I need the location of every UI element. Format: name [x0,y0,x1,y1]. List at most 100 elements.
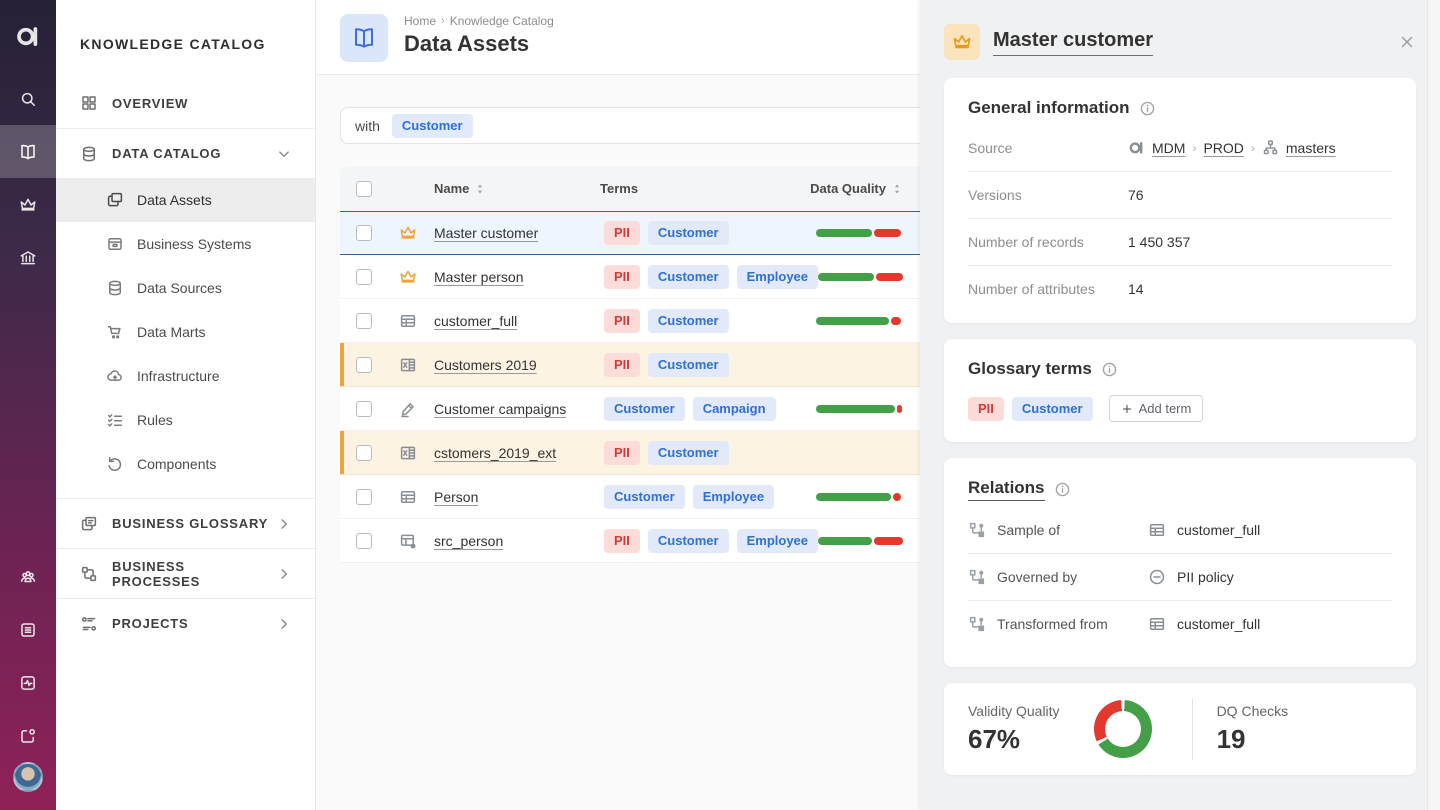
table-row-customer-full[interactable]: customer_full PII Customer [340,299,920,343]
rail-item-bank-icon[interactable] [0,231,56,284]
select-all-checkbox[interactable] [356,180,372,197]
database-icon [80,145,98,163]
asset-name-link[interactable]: src_person [434,532,504,549]
asset-name-link[interactable]: Master person [434,268,524,285]
term-chip-customer[interactable]: Customer [604,484,685,509]
term-chip-employee[interactable]: Employee [692,484,775,509]
asset-name-link[interactable]: Master customer [434,225,539,241]
term-chip-employee[interactable]: Employee [736,264,819,289]
sitemap-icon [1262,139,1279,156]
table-row-customer-campaigns[interactable]: Customer campaigns Customer Campaign [340,387,920,431]
close-icon[interactable] [1398,33,1416,51]
term-chip-customer[interactable]: Customer [647,264,729,289]
asset-name-link[interactable]: customer_full [434,312,518,329]
relation-target-link[interactable]: PII policy [1177,569,1234,585]
term-chip-customer[interactable]: Customer [647,221,729,245]
breadcrumb-knowledge-catalog[interactable]: Knowledge Catalog [449,14,554,28]
relations-heading[interactable]: Relations [968,478,1045,501]
term-chip-customer[interactable]: Customer [647,440,729,465]
table-row-cstomers-2019-ext[interactable]: cstomers_2019_ext PII Customer [340,431,920,475]
column-header-name[interactable]: Name [434,181,470,196]
sidebar-item-data-marts[interactable]: Data Marts [56,310,315,354]
panel-title-link[interactable]: Master customer [993,29,1154,56]
sidebar-item-business-processes[interactable]: BUSINESS PROCESSES [56,548,315,598]
source-link-prod[interactable]: PROD [1203,139,1244,156]
sidebar-item-data-assets[interactable]: Data Assets [56,178,315,222]
term-chip-pii[interactable]: PII [604,352,640,377]
info-label: Versions [968,187,1022,203]
source-link-mdm[interactable]: MDM [1152,139,1186,156]
sidebar-item-rules[interactable]: Rules [56,398,315,442]
validity-quality-value: 67% [968,724,1021,754]
term-chip-pii[interactable]: PII [604,440,640,465]
asset-name-link[interactable]: Person [434,488,479,505]
table-row-src-person[interactable]: src_person PII Customer Employee [340,519,920,563]
asset-name-link[interactable]: Customer campaigns [434,400,567,417]
data-quality-bar [816,361,904,369]
sidebar-item-data-sources[interactable]: Data Sources [56,266,315,310]
table-row-master-customer[interactable]: Master customer PII Customer [340,211,920,255]
row-checkbox[interactable] [356,225,372,241]
term-chip-pii[interactable]: PII [604,264,640,289]
sort-icon[interactable] [890,182,904,196]
row-checkbox[interactable] [356,532,372,549]
sidebar-item-components[interactable]: Components [56,442,315,486]
sidebar-item-infrastructure[interactable]: Infrastructure [56,354,315,398]
sidebar-item-data-catalog[interactable]: DATA CATALOG [56,128,315,178]
relation-target-link[interactable]: customer_full [1177,616,1261,632]
sidebar-item-business-glossary[interactable]: BUSINESS GLOSSARY [56,498,315,548]
rail-item-list-icon[interactable] [0,603,56,656]
relation-target-link[interactable]: customer_full [1177,522,1261,538]
rail-item-search-icon[interactable] [0,72,56,125]
sidebar-item-business-systems[interactable]: Business Systems [56,222,315,266]
column-header-data-quality[interactable]: Data Quality [810,181,886,196]
relation-icon [968,568,986,586]
table-row-person[interactable]: Person Customer Employee [340,475,920,519]
term-chip-campaign[interactable]: Campaign [692,396,776,421]
data-quality-bar [818,536,906,545]
breadcrumb-home[interactable]: Home [404,14,437,28]
add-term-button[interactable]: Add term [1108,395,1204,422]
glossary-term-chip-customer[interactable]: Customer [1011,396,1093,421]
rail-item-book-icon[interactable] [0,125,56,178]
app-logo-icon[interactable] [0,0,56,72]
term-chip-pii[interactable]: PII [604,308,640,333]
rail-item-tab-dot-icon[interactable] [0,709,56,762]
term-chip-pii[interactable]: PII [604,221,640,245]
sidebar-item-projects[interactable]: PROJECTS [56,598,315,648]
term-chip-customer[interactable]: Customer [647,352,729,377]
term-chip-pii[interactable]: PII [604,528,640,553]
rail-item-pulse-icon[interactable] [0,656,56,709]
term-chip-customer[interactable]: Customer [604,396,685,421]
row-checkbox[interactable] [356,488,372,505]
row-checkbox[interactable] [356,444,372,461]
filter-bar[interactable]: with Customer [340,107,920,144]
info-icon[interactable] [1139,100,1156,117]
row-checkbox[interactable] [356,268,372,285]
row-checkbox[interactable] [356,312,372,329]
source-link-masters[interactable]: masters [1285,139,1336,156]
info-icon[interactable] [1101,361,1118,378]
rail-item-people-icon[interactable] [0,550,56,603]
rail-item-crown-icon[interactable] [0,178,56,231]
term-chip-customer[interactable]: Customer [647,308,729,333]
user-avatar[interactable] [13,762,43,792]
glossary-term-chip-pii[interactable]: PII [968,396,1004,421]
table-row-customers-2019[interactable]: Customers 2019 PII Customer [340,343,920,387]
table-row-master-person[interactable]: Master person PII Customer Employee [340,255,920,299]
book-icon [340,14,388,62]
filter-chip-customer[interactable]: Customer [391,113,473,138]
row-checkbox[interactable] [356,356,372,373]
info-icon[interactable] [1054,481,1071,498]
term-chip-employee[interactable]: Employee [736,528,819,553]
sidebar-item-overview[interactable]: OVERVIEW [56,78,315,128]
sidebar-item-label: Infrastructure [137,368,220,384]
panel-scrollbar[interactable] [1427,0,1440,810]
column-header-terms[interactable]: Terms [600,181,639,196]
row-checkbox[interactable] [356,400,372,417]
asset-name-link[interactable]: Customers 2019 [434,356,537,373]
sort-icon[interactable] [473,182,487,196]
database-icon [106,279,124,297]
asset-name-link[interactable]: cstomers_2019_ext [434,444,557,461]
term-chip-customer[interactable]: Customer [647,528,729,553]
